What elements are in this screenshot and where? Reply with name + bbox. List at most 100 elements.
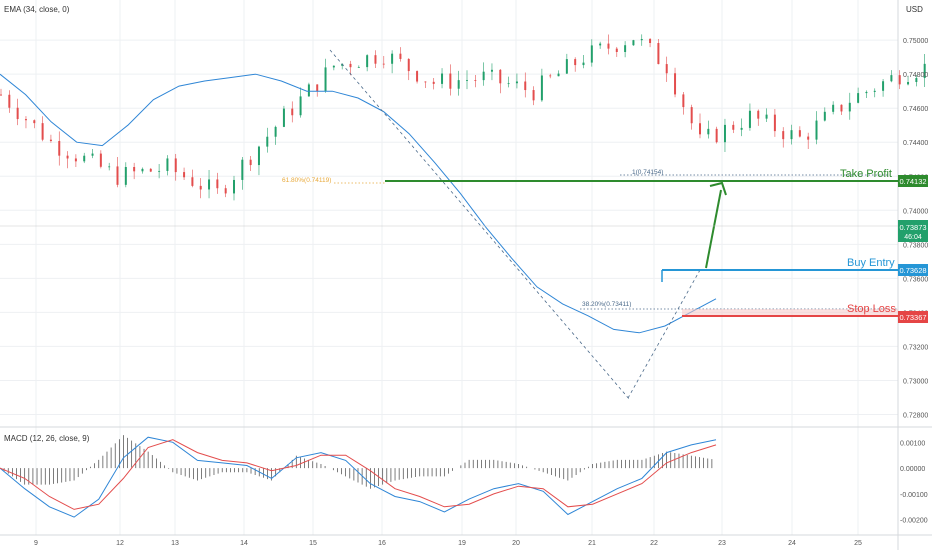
candle-body: [907, 82, 910, 85]
take-profit-badge: 0.74132: [898, 175, 928, 187]
candle-body: [457, 80, 460, 89]
macd-axis-ticks: 0.00100 0.00000 -0.00100 -0.00200: [900, 440, 928, 524]
buy-entry-label: Buy Entry: [847, 257, 895, 269]
time-axis-ticks: 9 12 13 14 15 16 19 20 21 22 23 24 25: [34, 540, 862, 547]
price-tick-label: 0.74000: [903, 208, 928, 215]
time-tick-label: 24: [788, 540, 796, 547]
candle-body: [124, 166, 127, 185]
candle-body: [316, 84, 319, 92]
ema-indicator-label: EMA (34, close, 0): [4, 5, 70, 14]
candle-body: [216, 179, 219, 189]
price-tick-label: 0.74600: [903, 106, 928, 113]
current-price-badge: 0.73873 46:04: [898, 220, 928, 242]
buy-entry-price: 0.73628: [899, 266, 926, 275]
trend-line-up: [627, 269, 701, 399]
candle-countdown: 46:04: [904, 234, 922, 241]
fib-382-label: 38.20%(0.73411): [582, 301, 631, 308]
candle-body: [482, 71, 485, 81]
candle-body: [58, 140, 61, 156]
candle-body: [590, 45, 593, 63]
candle-body: [490, 69, 493, 72]
candle-body: [299, 96, 302, 116]
candle-body: [524, 81, 527, 91]
candle-body: [599, 43, 602, 46]
macd-line: [0, 436, 717, 518]
candle-body: [873, 90, 876, 92]
candle-body: [507, 83, 510, 85]
candle-body: [549, 75, 552, 77]
candle-body: [832, 104, 835, 112]
candle-body: [840, 104, 843, 112]
candle-body: [765, 114, 768, 119]
candle-body: [266, 136, 269, 147]
candle-body: [790, 130, 793, 140]
candle-body: [773, 114, 776, 132]
candle-body: [890, 75, 893, 82]
candle-body: [557, 73, 560, 77]
candle-body: [224, 188, 227, 194]
arrow-head-icon: [709, 181, 727, 196]
candle-body: [116, 166, 119, 185]
candle-body: [49, 139, 52, 141]
candle-body: [732, 124, 735, 130]
candle-body: [532, 90, 535, 101]
macd-histogram: [3, 435, 713, 489]
time-tick-label: 19: [458, 540, 466, 547]
candle-body: [848, 102, 851, 112]
candle-body: [474, 80, 477, 81]
ema-line: [0, 73, 717, 334]
candle-body: [324, 67, 327, 92]
price-tick-label: 0.73200: [903, 344, 928, 351]
candle-body: [199, 185, 202, 190]
candle-body: [174, 158, 177, 173]
stop-loss-label: Stop Loss: [847, 303, 896, 315]
time-tick-label: 22: [650, 540, 658, 547]
candle-body: [274, 126, 277, 137]
candle-body: [307, 84, 310, 97]
candle-body: [66, 155, 69, 159]
price-tick-label: 0.73600: [903, 276, 928, 283]
candle-body: [349, 63, 352, 68]
candle-body: [540, 75, 543, 101]
candle-body: [407, 58, 410, 72]
candlestick-series: [0, 34, 926, 201]
candle-body: [665, 64, 668, 74]
candle-body: [8, 94, 11, 108]
trend-line-down: [329, 49, 631, 401]
candle-body: [0, 94, 2, 96]
time-tick-label: 16: [378, 540, 386, 547]
candle-body: [782, 131, 785, 140]
candle-body: [282, 108, 285, 127]
macd-tick-label: -0.00100: [900, 492, 928, 499]
candle-body: [391, 53, 394, 64]
stop-loss-zone: [682, 309, 898, 317]
fib-618-label: 61.80%(0.74119): [282, 177, 331, 184]
take-profit-price: 0.74132: [899, 177, 926, 186]
candle-body: [607, 43, 610, 49]
candle-body: [640, 39, 643, 41]
time-tick-label: 15: [309, 540, 317, 547]
fib-1-label: 1(0.74154): [632, 169, 663, 176]
signal-line: [0, 439, 717, 510]
candle-body: [208, 179, 211, 190]
candle-body: [699, 123, 702, 135]
candle-body: [158, 170, 161, 172]
candle-body: [449, 73, 452, 89]
candle-body: [241, 159, 244, 180]
candle-body: [823, 111, 826, 121]
candle-body: [24, 119, 27, 121]
candle-body: [740, 127, 743, 130]
candle-body: [366, 55, 369, 68]
time-tick-label: 23: [718, 540, 726, 547]
time-tick-label: 13: [171, 540, 179, 547]
price-tick-label: 0.73800: [903, 242, 928, 249]
candle-body: [574, 59, 577, 66]
candle-body: [798, 130, 801, 137]
candle-body: [674, 73, 677, 95]
candle-body: [715, 128, 718, 143]
candle-body: [141, 168, 144, 172]
candle-body: [615, 48, 618, 52]
price-tick-label: 0.72800: [903, 412, 928, 419]
price-tick-label: 0.74400: [903, 140, 928, 147]
